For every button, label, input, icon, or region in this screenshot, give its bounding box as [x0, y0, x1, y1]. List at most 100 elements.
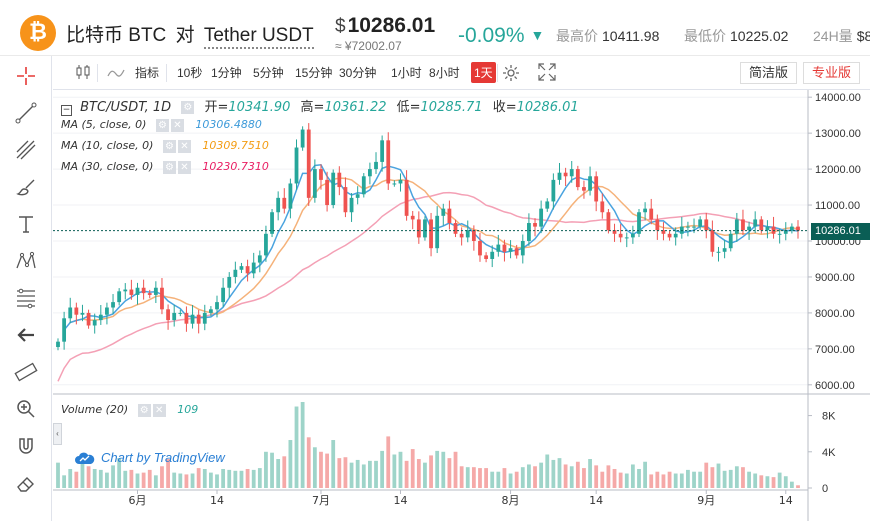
close-label: 收=: [492, 100, 517, 115]
candle-body: [649, 208, 654, 220]
indicators-label[interactable]: 指标: [135, 66, 160, 80]
candle-body: [129, 289, 134, 295]
candle-body: [624, 237, 629, 239]
interval-10s[interactable]: 10秒: [177, 66, 203, 80]
collapse-panel-button[interactable]: ‹: [53, 423, 62, 445]
indicators-button[interactable]: [107, 63, 129, 86]
chart-type-button[interactable]: [75, 63, 91, 86]
candle-body: [471, 230, 476, 241]
tradingview-brand[interactable]: Chart by TradingView: [75, 450, 225, 468]
open-label: 开=: [204, 100, 229, 115]
volume-bar: [575, 461, 580, 488]
ma10-settings-icon[interactable]: ⚙: [162, 139, 176, 153]
ma5-settings-icon[interactable]: ⚙: [155, 118, 169, 132]
candle-body: [264, 233, 268, 256]
fullscreen-button[interactable]: [538, 63, 556, 86]
time-tick-label: 14: [589, 494, 603, 507]
parallel-channel-tool[interactable]: [12, 136, 40, 164]
candle-body: [153, 287, 158, 295]
back-tool[interactable]: [12, 321, 40, 349]
interval-1d[interactable]: 1天: [471, 62, 496, 83]
volume-value: 109: [177, 403, 199, 416]
price-tick-label: 12000.00: [815, 164, 861, 176]
magnet-tool[interactable]: [12, 432, 40, 460]
low-price-value: 10225.02: [730, 28, 789, 44]
brush-icon: [16, 179, 35, 196]
settings-small-icon[interactable]: ⚙: [181, 101, 195, 114]
brush-tool[interactable]: [12, 173, 40, 201]
volume-bar: [453, 451, 458, 488]
candle-body: [196, 314, 201, 324]
candle-body: [349, 197, 354, 213]
brand-text: Chart by TradingView: [101, 450, 225, 465]
volume-bar: [288, 440, 293, 488]
legend-collapse-icon[interactable]: −: [61, 105, 72, 116]
interval-15m[interactable]: 15分钟: [295, 66, 333, 80]
volume-bar: [496, 471, 501, 488]
crosshair-tool[interactable]: [12, 62, 40, 90]
interval-30m[interactable]: 30分钟: [339, 66, 377, 80]
pair-quote[interactable]: Tether USDT: [203, 25, 314, 49]
candle-body: [111, 302, 115, 308]
simple-version-button[interactable]: 简洁版: [740, 62, 798, 84]
ma30-close-icon[interactable]: ✕: [177, 160, 191, 174]
time-tick-label: 14: [393, 494, 407, 507]
ma10-value: 10309.7510: [202, 139, 269, 152]
interval-5m[interactable]: 5分钟: [253, 66, 284, 80]
volume-bar: [215, 474, 219, 488]
candle-body: [227, 276, 232, 288]
volume-bar: [465, 467, 470, 488]
candle-body: [478, 241, 482, 256]
pair-separator: 对: [175, 25, 195, 46]
ma10-close-icon[interactable]: ✕: [177, 139, 191, 153]
candle-body: [765, 226, 770, 231]
low-label: 低=: [396, 100, 421, 115]
candle-body: [56, 341, 60, 348]
candle-body: [637, 212, 641, 234]
volume-bar: [105, 472, 109, 488]
volume-24h-label: 24H量: [813, 28, 853, 44]
text-tool[interactable]: [12, 210, 40, 238]
ma5-close-icon[interactable]: ✕: [170, 118, 184, 132]
volume-bar: [355, 459, 360, 488]
price-change: -0.09% ▼: [458, 24, 544, 48]
volume-bar: [141, 472, 146, 488]
candle-body: [245, 266, 250, 274]
interval-1h[interactable]: 1小时: [391, 66, 422, 80]
candle-body: [410, 215, 415, 220]
volume-bar: [80, 463, 85, 488]
zoom-in-tool[interactable]: [12, 395, 40, 423]
volume-bar: [624, 473, 629, 488]
candle-body: [600, 201, 605, 213]
candle-body: [312, 169, 317, 198]
trend-line-tool[interactable]: [12, 99, 40, 127]
chart-toolbar: 指标 10秒 1分钟 5分钟 15分钟 30分钟 1小时 8小时 1天 简洁版 …: [53, 56, 870, 90]
price-tick-label: 7000.00: [815, 344, 855, 356]
interval-8h[interactable]: 8小时: [429, 66, 460, 80]
volume-settings-icon[interactable]: ⚙: [137, 403, 151, 417]
volume-bar: [392, 454, 397, 488]
candle-body: [612, 230, 617, 234]
candle-body: [361, 176, 366, 195]
interval-1m[interactable]: 1分钟: [211, 66, 242, 80]
volume-bar: [673, 473, 678, 488]
volume-bar: [459, 466, 464, 488]
pro-version-button[interactable]: 专业版: [803, 62, 861, 84]
volume-bar: [594, 465, 599, 488]
candle-body: [147, 293, 152, 295]
candle-body: [796, 226, 800, 231]
settings-button[interactable]: [501, 63, 521, 88]
volume-close-icon[interactable]: ✕: [152, 403, 166, 417]
pattern-tool[interactable]: [12, 247, 40, 275]
volume-bar: [68, 468, 73, 488]
price-chart[interactable]: 14000.0013000.0012000.0011000.0010000.00…: [53, 90, 870, 521]
eraser-tool[interactable]: [12, 469, 40, 497]
volume-bar: [349, 462, 354, 488]
volume-bar: [643, 461, 648, 488]
high-price-label: 最高价: [556, 28, 598, 44]
ruler-tool[interactable]: [12, 358, 40, 386]
fib-tool[interactable]: [12, 284, 40, 312]
chart-area[interactable]: 14000.00 13000.00 12000.00 11000.00 10000.00…: [53, 90, 870, 521]
volume-bar: [312, 447, 317, 488]
ma30-settings-icon[interactable]: ⚙: [162, 160, 176, 174]
